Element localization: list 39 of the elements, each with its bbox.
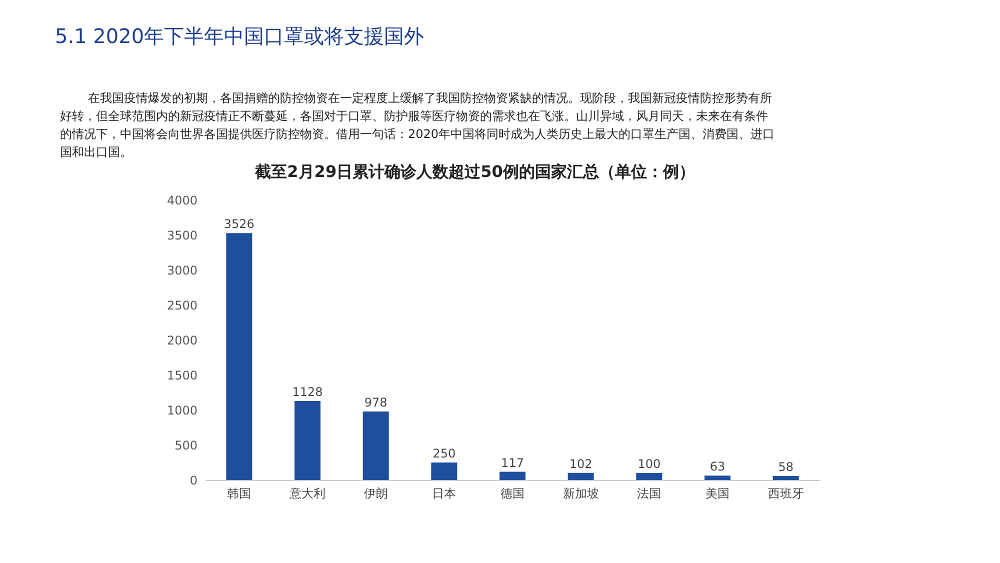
text: 5.1 2020年下半年中国口罩或将支援国外 — [55, 24, 424, 48]
data-label: 3526 — [224, 217, 254, 232]
data-label: 1128 — [292, 385, 323, 400]
chart-title: 截至2月29日累计确诊人数超过50例的国家汇总（单位：例） — [254, 162, 695, 181]
y-tick-label: 500 — [174, 438, 198, 452]
x-tick-label: 德国 — [500, 486, 524, 500]
x-tick-label: 伊朗 — [364, 486, 388, 500]
x-tick-label: 法国 — [637, 486, 662, 500]
x-tick-label: 美国 — [706, 486, 730, 500]
bar — [772, 476, 799, 480]
data-label: 63 — [710, 460, 726, 474]
text: 在我国疫情爆发的初期，各国捐赠的防控物资在一定程度上缓解了我国防控物资紧缺的情况。现阶段，我国新冠疫情防控形势有所好转，但全球范围内的新冠疫情正不断蔓延，各国对于口罩、防护服等医疗物资的需求也在飞涨。山川异域，风月同天，未来在有条件的情况下，中国将会向世界各国提供医疗防控物资。借用一句话：2020年中国将同时成为人类历史上最大的口罩生产国、消费国、进口国和出口国。 — [60, 91, 775, 159]
x-tick-label: 日本 — [432, 486, 456, 500]
y-tick-label: 4000 — [166, 194, 198, 208]
data-label: 117 — [501, 456, 524, 470]
data-label: 250 — [432, 446, 456, 460]
bar — [568, 472, 594, 480]
y-tick-label: 3000 — [166, 264, 198, 278]
data-label: 102 — [569, 456, 592, 471]
x-tick-label: 西班牙 — [768, 486, 804, 500]
bar — [362, 412, 389, 480]
bar — [226, 233, 252, 480]
y-tick-label: 1500 — [166, 368, 198, 382]
data-label: 978 — [364, 396, 388, 410]
x-tick-label: 韩国 — [227, 486, 252, 500]
x-tick-label: 新加坡 — [562, 486, 599, 500]
data-label: 58 — [778, 460, 794, 474]
bar — [704, 476, 730, 480]
bar — [500, 472, 526, 480]
y-tick-label: 2000 — [166, 334, 198, 348]
bar — [431, 462, 458, 480]
y-tick-label: 3500 — [166, 228, 198, 242]
y-tick-label: 2500 — [166, 298, 198, 312]
x-tick-label: 意大利 — [288, 486, 326, 500]
y-tick-label: 0 — [190, 474, 198, 488]
bar — [294, 401, 320, 480]
bar — [636, 473, 662, 480]
y-tick-label: 1000 — [166, 404, 198, 418]
data-label: 100 — [638, 457, 661, 471]
